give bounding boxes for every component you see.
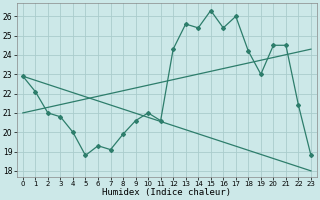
X-axis label: Humidex (Indice chaleur): Humidex (Indice chaleur) — [102, 188, 231, 197]
